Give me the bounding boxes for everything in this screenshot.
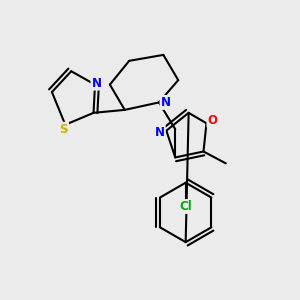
Text: N: N xyxy=(92,76,101,90)
Text: O: O xyxy=(207,114,218,127)
Text: Cl: Cl xyxy=(179,200,192,213)
Text: N: N xyxy=(160,96,170,109)
Text: S: S xyxy=(60,123,68,136)
Text: N: N xyxy=(155,126,165,139)
